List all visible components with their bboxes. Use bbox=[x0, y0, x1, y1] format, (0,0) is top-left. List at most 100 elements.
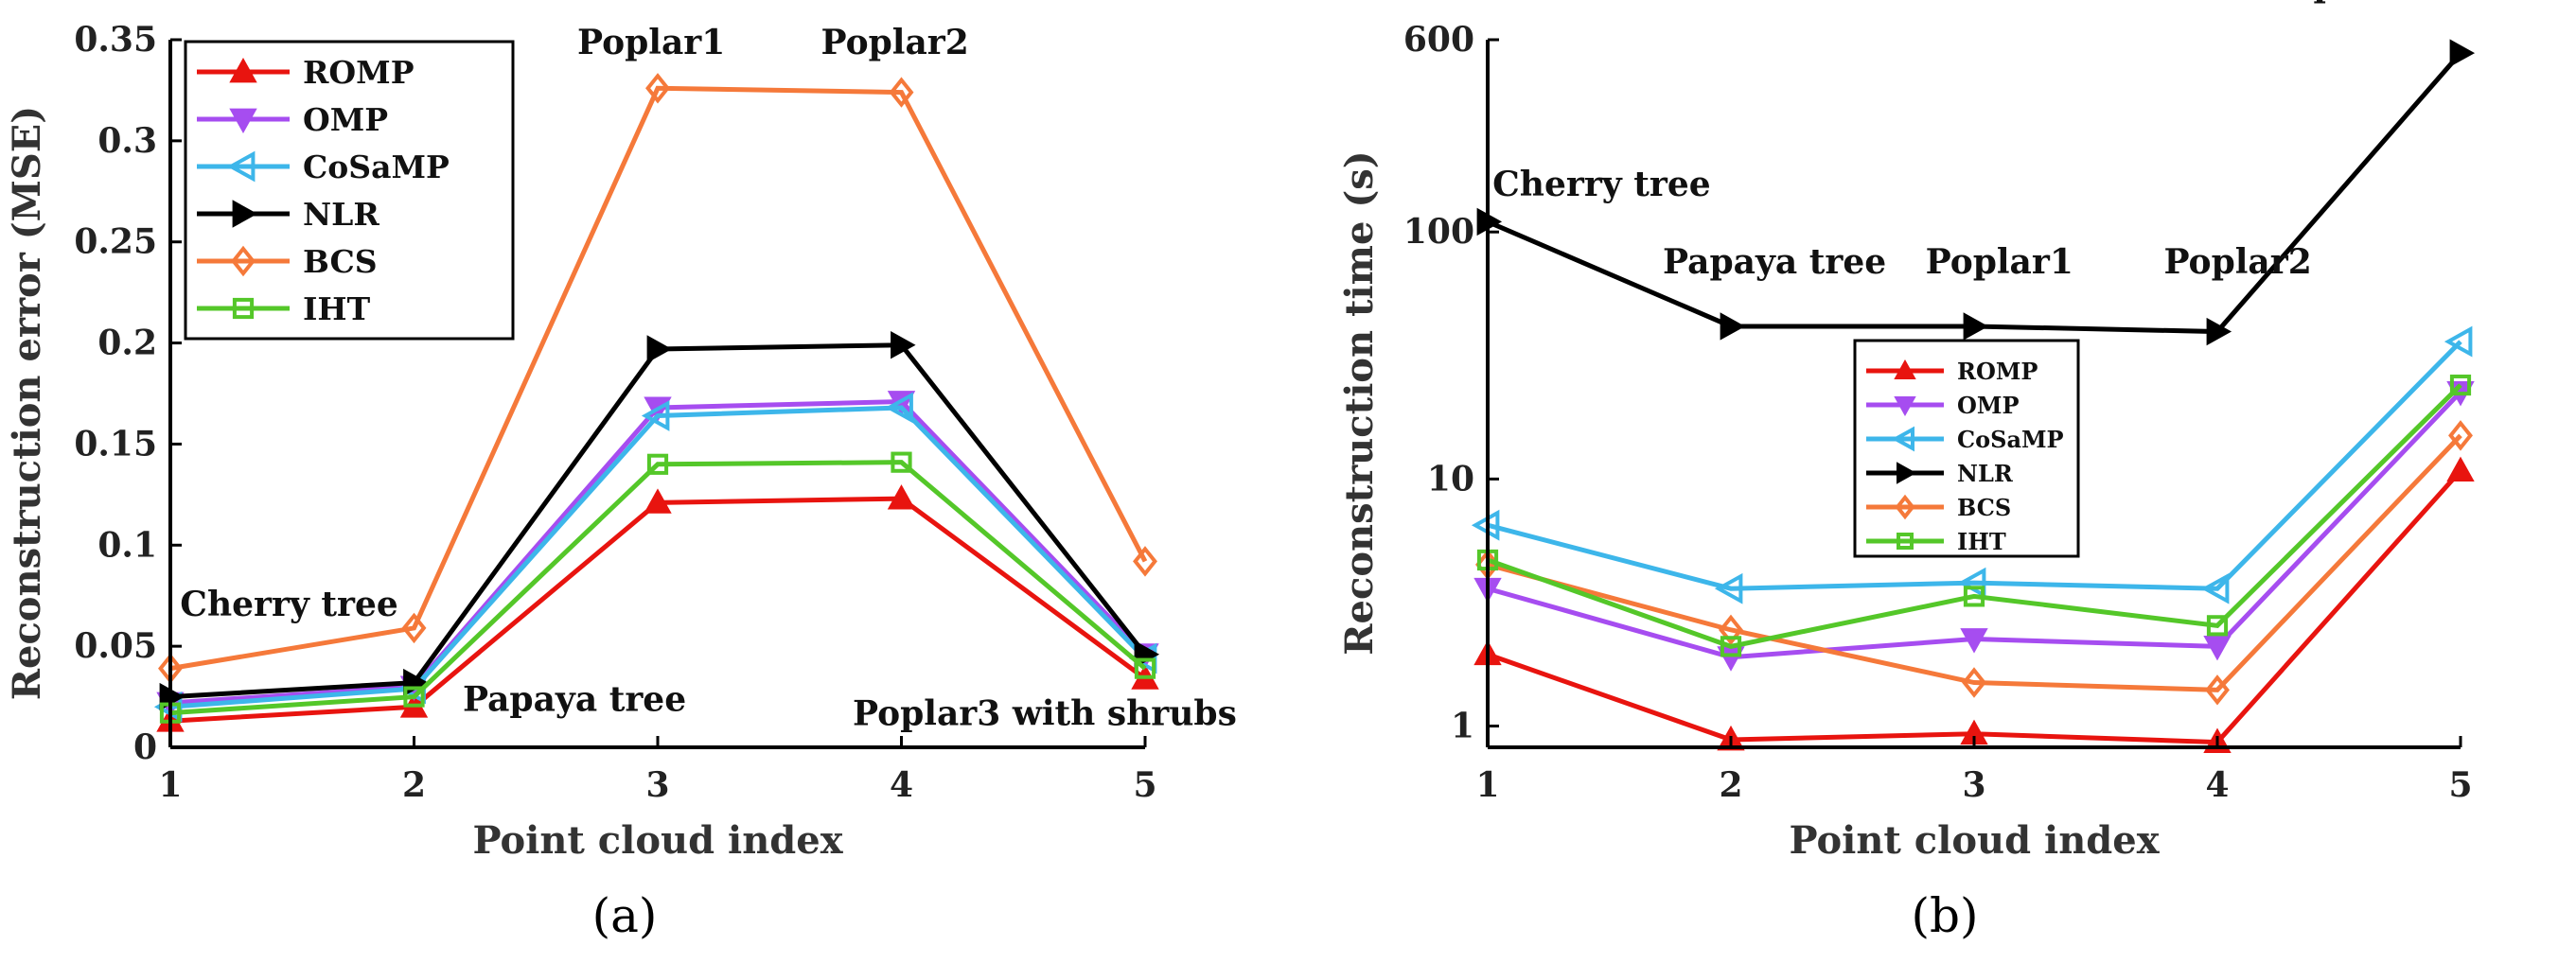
legend-marker-romp bbox=[1894, 359, 1916, 379]
x-axis-title: Point cloud index bbox=[1789, 818, 2160, 863]
legend-box bbox=[184, 40, 515, 341]
data-point-iht-2 bbox=[1720, 636, 1742, 657]
x-tick-label: 1 bbox=[158, 765, 182, 805]
x-tick-label: 4 bbox=[890, 765, 913, 805]
annotation-label: Papaya tree bbox=[1663, 242, 1886, 282]
data-point-omp-3 bbox=[1960, 628, 1988, 654]
data-point-iht-5 bbox=[1134, 657, 1156, 679]
y-tick-label: 10 bbox=[1427, 459, 1474, 499]
annotation-label: Poplar1 bbox=[577, 23, 725, 62]
legend-marker-nlr bbox=[232, 200, 258, 228]
data-point-cosamp-5 bbox=[2444, 325, 2473, 358]
data-point-cosamp-4 bbox=[2200, 572, 2230, 604]
data-point-iht-3 bbox=[646, 453, 669, 475]
legend: ROMP OMP CoSaMP NLR BCS IHT bbox=[184, 40, 515, 341]
annotation-label: Poplar2 bbox=[2163, 242, 2311, 282]
data-point-romp-4 bbox=[887, 484, 916, 510]
y-tick-label: 100 bbox=[1403, 212, 1474, 252]
annotation-label: Cherry tree bbox=[180, 585, 398, 624]
y-tick-label: 0.15 bbox=[74, 424, 157, 464]
data-point-iht-4 bbox=[891, 451, 912, 473]
data-point-bcs-4 bbox=[2205, 674, 2230, 706]
y-tick-label: 0.35 bbox=[74, 20, 157, 60]
series-line-iht bbox=[169, 460, 1147, 716]
data-point-nlr-3 bbox=[1963, 312, 1989, 341]
series-bcs bbox=[1475, 420, 2473, 706]
annotation-label: Poplar2 bbox=[821, 23, 969, 62]
legend-marker-cosamp bbox=[226, 150, 256, 183]
x-tick-label: 2 bbox=[1719, 765, 1742, 805]
series-iht bbox=[159, 451, 1156, 724]
annotation-label: Poplar3 with shrubs bbox=[2266, 0, 2576, 5]
series-line-bcs bbox=[1487, 433, 2462, 692]
series-line-bcs bbox=[169, 85, 1148, 672]
data-point-nlr-4 bbox=[2206, 317, 2232, 346]
data-point-iht-4 bbox=[2206, 615, 2229, 637]
y-tick-label: 0 bbox=[133, 727, 157, 767]
y-tick-label: 0.25 bbox=[74, 222, 157, 262]
y-axis-title: Reconstruction error (MSE) bbox=[5, 106, 49, 700]
data-point-bcs-2 bbox=[1719, 614, 1743, 646]
legend-marker-cosamp bbox=[1891, 426, 1914, 452]
legend-marker-nlr bbox=[1897, 462, 1917, 484]
legend-entry-omp: OMP bbox=[303, 101, 388, 138]
legend-entry-cosamp: CoSaMP bbox=[1957, 426, 2064, 453]
series-cosamp bbox=[153, 392, 1157, 723]
y-axis-title: Reconstruction time (s) bbox=[1337, 150, 1382, 655]
chart-panel-a: 1 2 3 4 5 0 0.05 0.1 0.15 0.2 0.25 0.3 0.35 Point clo… bbox=[5, 20, 1237, 943]
series-line-omp bbox=[169, 399, 1147, 706]
legend-entry-romp: ROMP bbox=[303, 54, 415, 91]
data-point-nlr-3 bbox=[646, 335, 673, 363]
x-tick-label: 4 bbox=[2205, 765, 2229, 805]
data-point-cosamp-2 bbox=[1714, 572, 1743, 604]
legend-entry-bcs: BCS bbox=[1957, 494, 2011, 521]
y-tick-label: 0.3 bbox=[97, 121, 157, 161]
series-line-cosamp bbox=[169, 405, 1147, 709]
legend-marker-omp bbox=[229, 108, 257, 134]
x-axis-title: Point cloud index bbox=[472, 818, 843, 863]
legend-marker-bcs bbox=[1895, 494, 1915, 520]
data-point-bcs-5 bbox=[1133, 546, 1157, 577]
panel-label: (b) bbox=[1911, 888, 1978, 943]
legend-box bbox=[1853, 339, 2080, 558]
legend-entry-nlr: NLR bbox=[1957, 460, 2014, 487]
data-point-cosamp-3 bbox=[641, 400, 670, 431]
legend-entry-romp: ROMP bbox=[1957, 358, 2038, 385]
annotation-label: Cherry tree bbox=[1492, 165, 1711, 204]
panel-label: (a) bbox=[592, 888, 658, 943]
legend-marker-bcs bbox=[231, 245, 256, 277]
annotation-label: Poplar3 with shrubs bbox=[853, 693, 1237, 733]
legend-marker-iht bbox=[1897, 533, 1914, 550]
y-tick-label: 600 bbox=[1403, 20, 1474, 60]
data-point-romp-3 bbox=[644, 488, 672, 514]
legend-entry-cosamp: CoSaMP bbox=[303, 149, 450, 185]
legend-entry-omp: OMP bbox=[1957, 392, 2020, 419]
data-point-bcs-2 bbox=[401, 612, 427, 644]
annotation-label: Poplar1 bbox=[1926, 242, 2073, 282]
legend-entry-nlr: NLR bbox=[303, 196, 379, 233]
y-tick-label: 0.1 bbox=[97, 525, 157, 565]
data-point-iht-2 bbox=[403, 686, 425, 708]
data-point-nlr-2 bbox=[1720, 312, 1746, 341]
series-bcs bbox=[158, 73, 1157, 684]
data-point-bcs-4 bbox=[889, 77, 914, 108]
data-point-cosamp-4 bbox=[885, 392, 913, 424]
data-point-bcs-3 bbox=[1962, 667, 1986, 698]
annotation-label: Papaya tree bbox=[463, 680, 686, 720]
data-point-romp-5 bbox=[2446, 456, 2475, 482]
data-point-iht-5 bbox=[2449, 374, 2472, 396]
legend-marker-iht bbox=[232, 297, 255, 320]
data-point-nlr-5 bbox=[2449, 39, 2476, 67]
data-point-bcs-3 bbox=[645, 73, 670, 104]
legend-entry-iht: IHT bbox=[1957, 528, 2006, 555]
data-point-iht-3 bbox=[1963, 586, 1985, 607]
x-tick-label: 3 bbox=[1962, 765, 1985, 805]
x-tick-label: 5 bbox=[2448, 765, 2472, 805]
x-tick-label: 5 bbox=[1133, 765, 1156, 805]
legend-marker-romp bbox=[229, 57, 257, 83]
data-point-nlr-4 bbox=[891, 331, 916, 359]
x-tick-label: 2 bbox=[402, 765, 426, 805]
x-tick-label: 3 bbox=[645, 765, 669, 805]
data-point-bcs-5 bbox=[2448, 420, 2473, 451]
